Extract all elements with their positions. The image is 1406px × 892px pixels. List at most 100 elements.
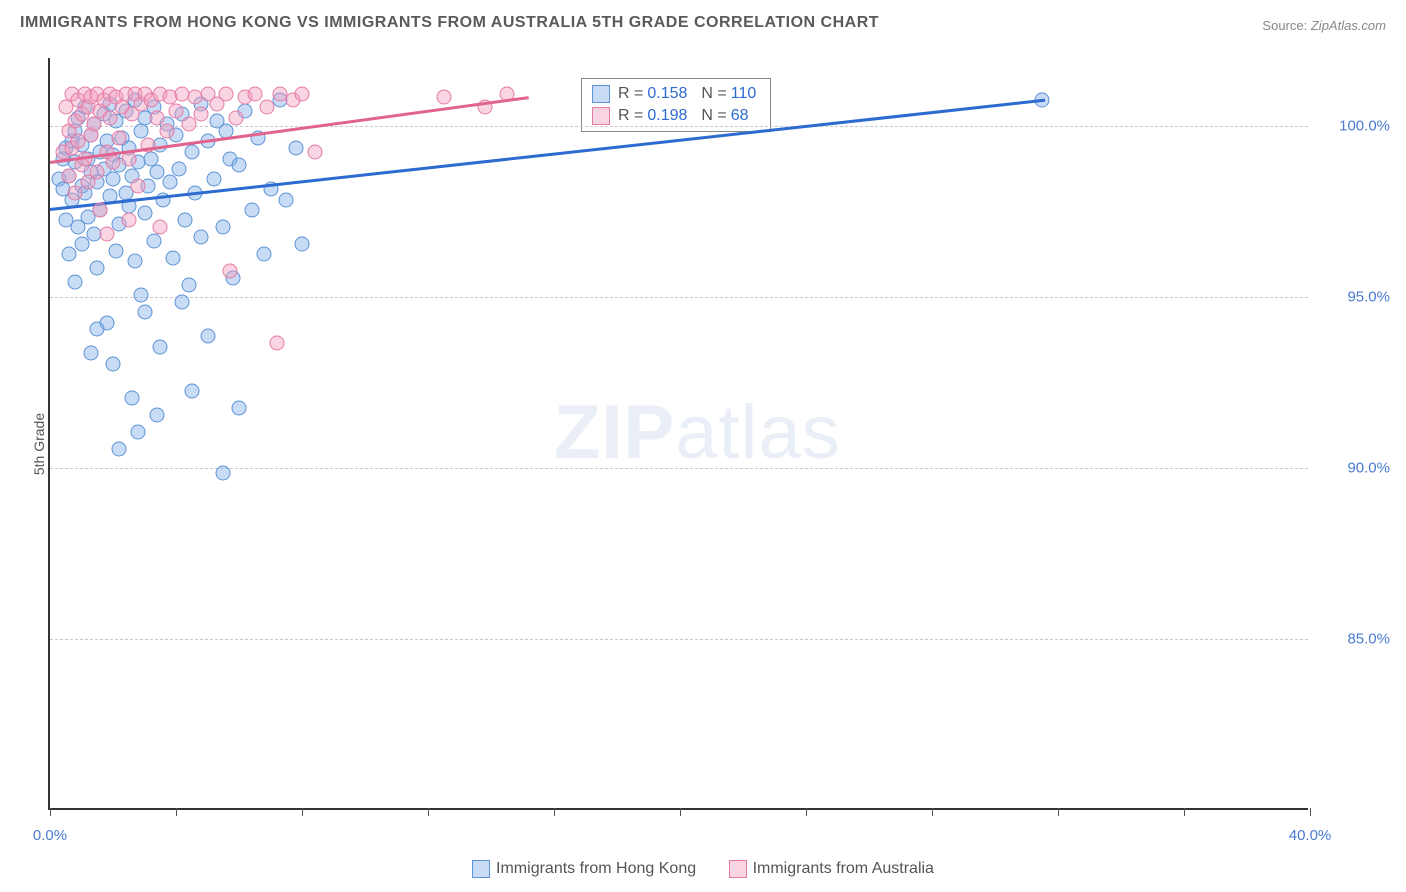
- watermark: ZIPatlas: [554, 389, 841, 476]
- source-value: ZipAtlas.com: [1311, 18, 1386, 33]
- scatter-point: [137, 206, 152, 221]
- scatter-point: [87, 117, 102, 132]
- scatter-point: [279, 192, 294, 207]
- scatter-point: [124, 390, 139, 405]
- legend-label-hk: Immigrants from Hong Kong: [496, 860, 696, 877]
- stats-r-label: R =: [618, 107, 643, 125]
- stats-r-value: 0.198: [647, 107, 687, 125]
- legend-item-au: Immigrants from Australia: [729, 860, 934, 877]
- scatter-point: [232, 158, 247, 173]
- stats-swatch: [592, 107, 610, 125]
- x-tick-label: 40.0%: [1289, 827, 1332, 844]
- scatter-point: [99, 226, 114, 241]
- scatter-point: [150, 110, 165, 125]
- scatter-point: [169, 103, 184, 118]
- scatter-point: [247, 86, 262, 101]
- scatter-point: [178, 213, 193, 228]
- gridline: [50, 639, 1308, 640]
- scatter-point: [257, 247, 272, 262]
- scatter-point: [436, 90, 451, 105]
- watermark-rest: atlas: [675, 390, 841, 475]
- scatter-point: [106, 172, 121, 187]
- source-label: Source:: [1262, 18, 1307, 33]
- scatter-point: [206, 172, 221, 187]
- scatter-point: [194, 230, 209, 245]
- scatter-point: [244, 202, 259, 217]
- scatter-point: [137, 305, 152, 320]
- x-tick: [302, 808, 303, 816]
- chart-container: 5th Grade ZIPatlas R = 0.158N = 110R = 0…: [0, 44, 1406, 844]
- scatter-point: [112, 442, 127, 457]
- scatter-point: [121, 213, 136, 228]
- scatter-point: [90, 322, 105, 337]
- scatter-point: [131, 178, 146, 193]
- scatter-point: [61, 247, 76, 262]
- watermark-bold: ZIP: [554, 390, 675, 475]
- scatter-point: [162, 175, 177, 190]
- scatter-point: [181, 278, 196, 293]
- scatter-point: [146, 233, 161, 248]
- scatter-point: [222, 264, 237, 279]
- plot-area: ZIPatlas R = 0.158 N = 110 R = 0.198 N = 68…: [48, 58, 1308, 810]
- scatter-point: [175, 295, 190, 310]
- scatter-point: [134, 288, 149, 303]
- x-tick: [1184, 808, 1185, 816]
- scatter-point: [200, 329, 215, 344]
- scatter-point: [131, 425, 146, 440]
- scatter-point: [61, 168, 76, 183]
- scatter-point: [194, 107, 209, 122]
- chart-title: IMMIGRANTS FROM HONG KONG VS IMMIGRANTS …: [20, 14, 879, 32]
- stats-legend-box: R = 0.158 N = 110 R = 0.198 N = 68: [581, 78, 771, 132]
- y-tick-label: 95.0%: [1320, 289, 1390, 306]
- scatter-point: [153, 219, 168, 234]
- scatter-point: [68, 274, 83, 289]
- gridline: [50, 297, 1308, 298]
- scatter-point: [106, 356, 121, 371]
- gridline: [50, 468, 1308, 469]
- stats-n-value: 68: [731, 107, 749, 125]
- scatter-point: [260, 100, 275, 115]
- legend-swatch-pink: [729, 860, 747, 878]
- stats-r-value: 0.158: [647, 85, 687, 103]
- scatter-point: [295, 86, 310, 101]
- scatter-point: [288, 141, 303, 156]
- scatter-point: [68, 185, 83, 200]
- scatter-point: [112, 131, 127, 146]
- scatter-point: [153, 339, 168, 354]
- y-tick-label: 90.0%: [1320, 460, 1390, 477]
- scatter-point: [109, 243, 124, 258]
- x-tick: [932, 808, 933, 816]
- scatter-point: [181, 117, 196, 132]
- scatter-point: [90, 260, 105, 275]
- scatter-point: [232, 401, 247, 416]
- stats-n-label: N =: [701, 107, 726, 125]
- scatter-point: [90, 165, 105, 180]
- stats-row: R = 0.158N = 110: [582, 83, 770, 105]
- y-axis-label: 5th Grade: [31, 413, 47, 475]
- stats-n-label: N =: [701, 85, 726, 103]
- x-tick: [554, 808, 555, 816]
- scatter-point: [150, 407, 165, 422]
- scatter-point: [219, 86, 234, 101]
- scatter-point: [93, 202, 108, 217]
- scatter-point: [216, 466, 231, 481]
- scatter-point: [159, 124, 174, 139]
- scatter-point: [83, 346, 98, 361]
- y-tick-label: 100.0%: [1320, 118, 1390, 135]
- stats-row: R = 0.198 N = 68: [582, 105, 770, 127]
- scatter-point: [106, 154, 121, 169]
- scatter-point: [269, 336, 284, 351]
- x-tick: [50, 808, 51, 816]
- scatter-point: [172, 161, 187, 176]
- legend-label-au: Immigrants from Australia: [753, 860, 934, 877]
- scatter-point: [184, 144, 199, 159]
- source-credit: Source: ZipAtlas.com: [1262, 18, 1386, 33]
- x-tick: [176, 808, 177, 816]
- x-tick-label: 0.0%: [33, 827, 67, 844]
- bottom-legend: Immigrants from Hong Kong Immigrants fro…: [0, 860, 1406, 878]
- scatter-point: [150, 165, 165, 180]
- scatter-point: [295, 237, 310, 252]
- stats-n-value: 110: [731, 85, 757, 103]
- x-tick: [806, 808, 807, 816]
- x-tick: [1058, 808, 1059, 816]
